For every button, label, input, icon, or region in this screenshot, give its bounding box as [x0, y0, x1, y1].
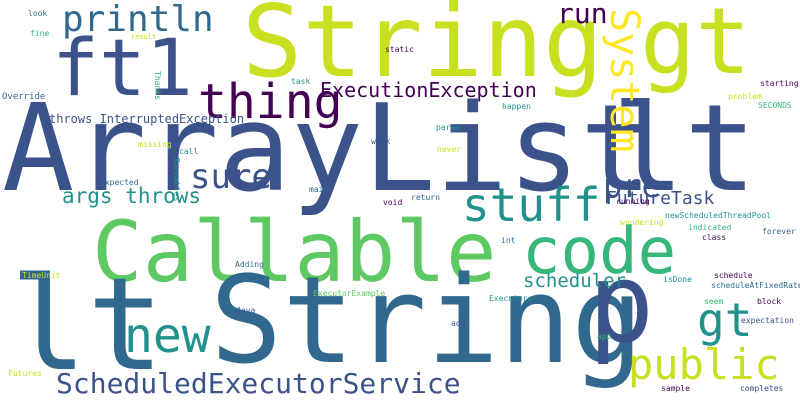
word-run: run [557, 0, 608, 30]
word-result: result [131, 33, 157, 41]
word-p: p [588, 239, 655, 367]
word-sample: sample [661, 384, 690, 393]
word-gt: gt [640, 0, 751, 95]
word-adding: Adding [235, 260, 264, 269]
word-param: param [436, 123, 461, 132]
word-ft1: ft1 [52, 24, 193, 114]
word-wondering: wondering [620, 218, 664, 227]
word-newscheduledthreadpool: newScheduledThreadPool [665, 211, 771, 220]
word-string: String [242, 0, 604, 100]
word-new: new [124, 308, 211, 364]
word-look: look [28, 9, 48, 18]
word-scheduledexecutorservice: ScheduledExecutorService [56, 367, 461, 400]
word-futures: Futures [8, 369, 42, 378]
word-app: app [597, 332, 612, 341]
word-string-2: String [210, 252, 644, 391]
word-public: public [628, 340, 780, 389]
word-return: return [411, 193, 440, 202]
word-executors: Executors [489, 294, 533, 303]
word-lt-2: lt [10, 251, 165, 400]
word-executionexception: ExecutionException [320, 78, 537, 102]
word-thing: thing [198, 74, 343, 130]
word-class: class [702, 233, 727, 242]
word-task: task [291, 77, 311, 86]
word-futuretask: FutureTask [606, 188, 715, 209]
word-executorexample: ExecutorExample [313, 289, 386, 298]
word-thanks: Thanks [153, 71, 162, 100]
word-add: add [451, 319, 466, 328]
word-expectation: expectation [741, 316, 794, 325]
word-system: System [601, 8, 647, 153]
word-isdone: isDone [663, 275, 692, 284]
word-seconds: SECONDS [758, 101, 792, 110]
word-schedule: schedule [714, 271, 753, 280]
word-runnables: Runnables [172, 158, 181, 202]
word-override: Override [2, 92, 46, 102]
word-missing: missing [138, 140, 172, 149]
word-indicated: indicated [688, 223, 732, 232]
word-completes: completes [740, 384, 784, 393]
word-stuff: stuff [462, 178, 601, 232]
word-expected: expected [100, 178, 139, 187]
word-arraylist: ArrayList [2, 80, 653, 219]
word-block: block [757, 297, 782, 306]
word-call: call [179, 147, 199, 156]
word-static: static [385, 45, 414, 54]
word-void: void [383, 198, 403, 207]
word-fine: fine [30, 29, 50, 38]
word-callable: Callable [92, 203, 497, 301]
word-gt-2: gt [697, 293, 753, 347]
word-scheduleatfixedrate: scheduleAtFixedRate [711, 281, 800, 290]
word-args-throws: args throws [62, 184, 202, 208]
word-forever: forever [762, 227, 796, 236]
word-problem: problem [728, 92, 762, 101]
word-starting: starting [760, 79, 799, 88]
word-int: int [501, 236, 516, 245]
word-code: code [522, 215, 677, 289]
word-timeunit: TimeUnit [22, 271, 61, 280]
word-work: work [371, 137, 391, 146]
word-scheduler: scheduler [523, 270, 626, 292]
word-lt: lt [612, 80, 757, 219]
word-println: println [62, 0, 214, 40]
word-main: main [309, 185, 329, 194]
word-throws-interruptedexception: throws InterruptedException [49, 112, 245, 126]
word-happen: happen [502, 102, 531, 111]
word-sure: sure [190, 157, 272, 197]
word-never: never [437, 145, 462, 154]
word-running: running [616, 197, 650, 206]
word-java: Java [236, 306, 256, 315]
word-seem: seem [704, 297, 724, 306]
word-pre: pre [603, 167, 661, 205]
